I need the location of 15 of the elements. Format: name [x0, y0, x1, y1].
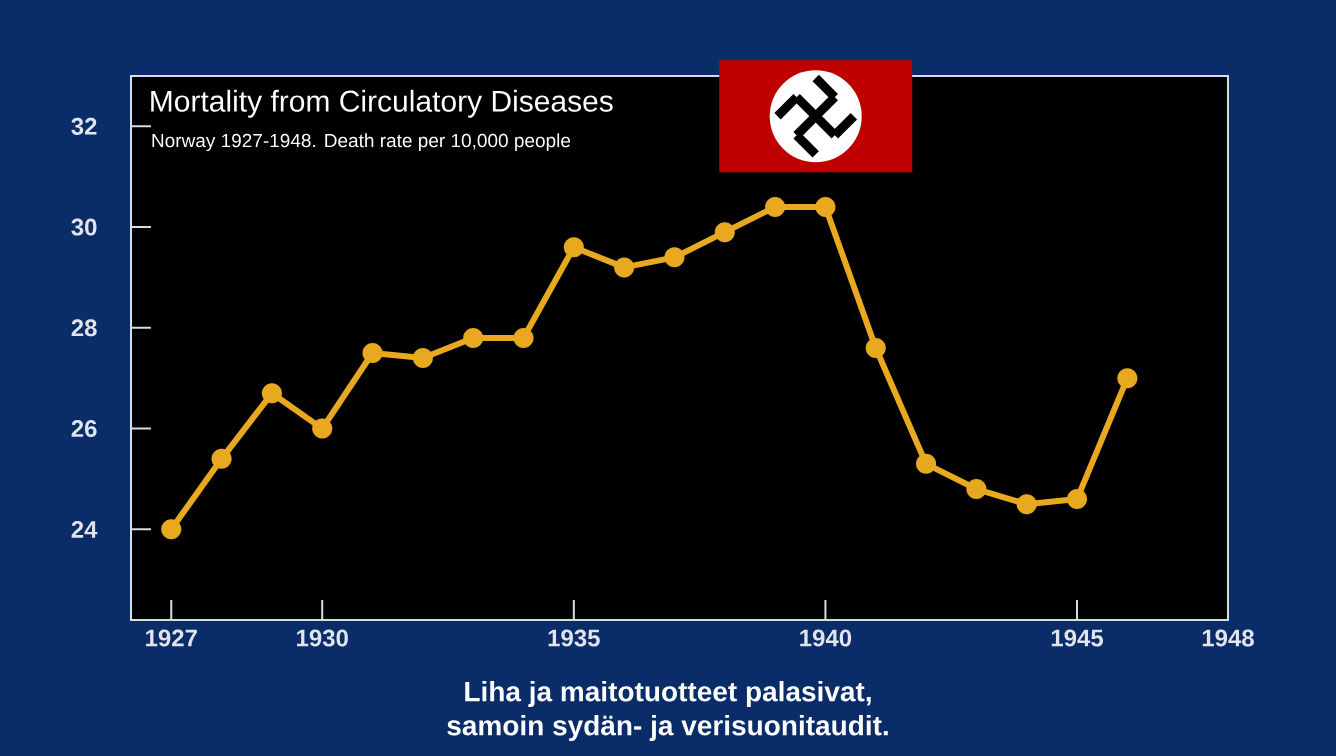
text: Norway 1927-1948. Death rate per 10,000 people: [152, 133, 571, 152]
x-tick-label: 1945: [1051, 629, 1104, 647]
y-tick-label: 24: [71, 520, 98, 538]
x-tick-label: 1935: [548, 629, 600, 647]
y-tick-label: 26: [71, 420, 97, 438]
x-tick-label: 1940: [800, 629, 852, 647]
x-tick-label: 1927: [146, 629, 197, 647]
y-tick-label: 32: [71, 117, 97, 135]
y-tick-label: 30: [71, 218, 97, 236]
y-tick-label: 28: [71, 319, 97, 337]
x-tick-label: 1948: [1202, 629, 1254, 647]
text: samoin sydän- ja verisuonitaudit.: [447, 714, 888, 742]
chart-title: Mortality from Circulatory Diseases: [151, 89, 613, 118]
x-tick-label: 1930: [297, 629, 348, 647]
text: Liha ja maitotuotteet palasivat,: [465, 680, 871, 708]
